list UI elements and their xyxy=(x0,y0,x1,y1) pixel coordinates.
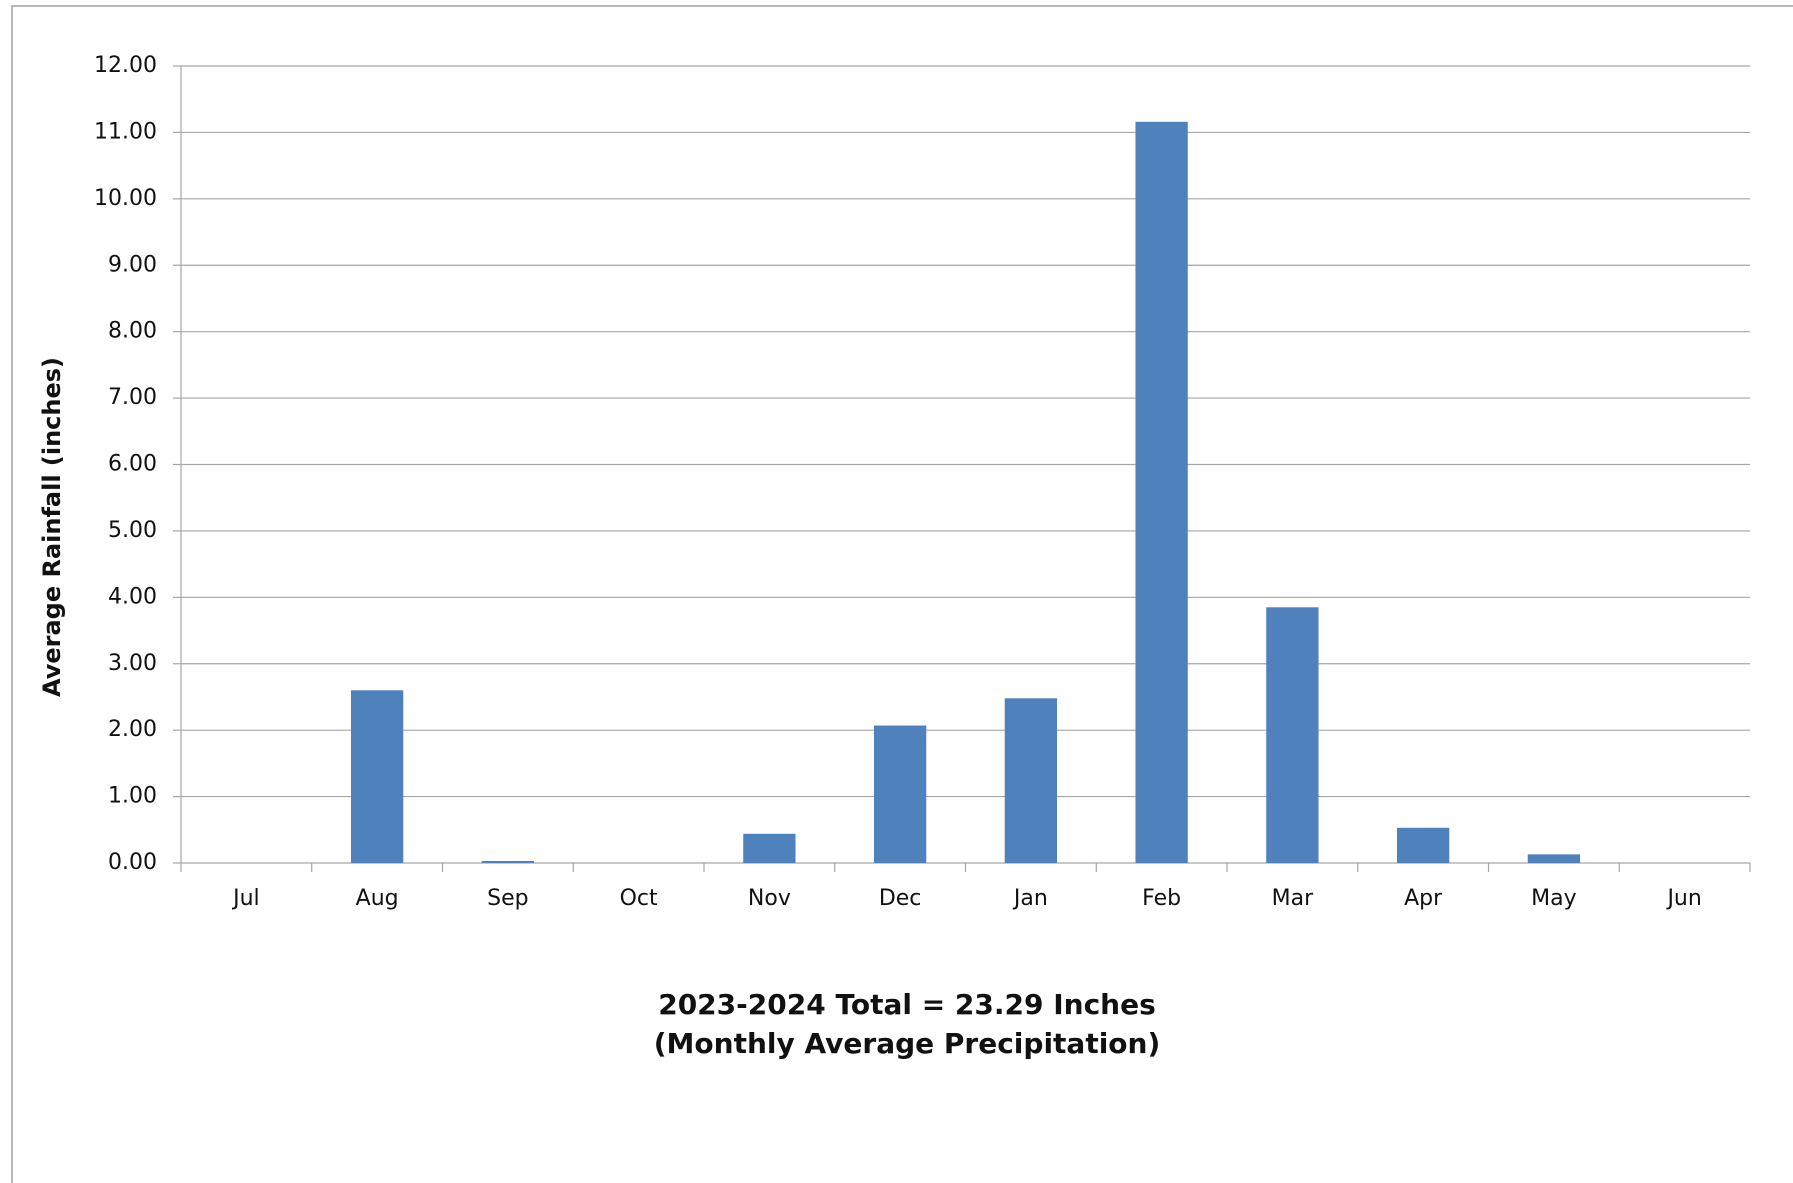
x-tick-label: Mar xyxy=(1272,886,1314,911)
x-tick-label: Feb xyxy=(1142,886,1181,911)
x-tick-label: Jul xyxy=(231,886,260,911)
x-tick-label: Oct xyxy=(620,886,658,911)
bar xyxy=(350,690,404,863)
y-tick-label: 5.00 xyxy=(108,518,157,543)
y-tick-label: 3.00 xyxy=(108,651,157,676)
bar xyxy=(1527,854,1581,863)
bar xyxy=(481,861,535,863)
bar xyxy=(743,833,796,863)
y-tick-label: 1.00 xyxy=(108,784,157,809)
y-tick-label: 2.00 xyxy=(108,717,157,742)
y-tick-label: 4.00 xyxy=(108,584,157,609)
x-tick-label: Jan xyxy=(1012,886,1048,911)
bar xyxy=(873,725,927,863)
chart-frame xyxy=(11,5,1793,1183)
x-tick-label: Jun xyxy=(1665,886,1701,911)
y-tick-label: 10.00 xyxy=(94,186,157,211)
x-tick-label: Nov xyxy=(748,886,791,911)
y-axis-label: Average Rainfall (inches) xyxy=(38,357,66,697)
x-tick-label: Apr xyxy=(1404,886,1443,911)
bar xyxy=(1266,607,1319,863)
chart-title: 2023-2024 Total = 23.29 Inches xyxy=(658,988,1156,1021)
y-tick-label: 6.00 xyxy=(108,452,157,477)
bar xyxy=(1396,827,1450,863)
x-tick-label: Aug xyxy=(356,886,399,911)
y-tick-label: 12.00 xyxy=(94,53,157,78)
x-tick-label: Dec xyxy=(879,886,922,911)
x-tick-label: May xyxy=(1531,886,1576,911)
y-tick-label: 8.00 xyxy=(108,319,157,344)
bar xyxy=(1135,121,1188,864)
bar xyxy=(1004,698,1058,863)
y-tick-label: 7.00 xyxy=(108,385,157,410)
y-tick-label: 0.00 xyxy=(108,850,157,875)
y-tick-label: 9.00 xyxy=(108,252,157,277)
chart-subtitle: (Monthly Average Precipitation) xyxy=(654,1027,1161,1060)
x-tick-label: Sep xyxy=(487,886,528,911)
y-tick-label: 11.00 xyxy=(94,119,157,144)
